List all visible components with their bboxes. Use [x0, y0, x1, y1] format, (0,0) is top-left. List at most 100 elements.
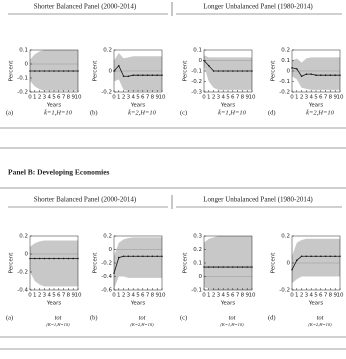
point: [146, 74, 149, 76]
x-axis-label: Years: [130, 301, 146, 307]
x-tick-label: 10: [249, 293, 256, 299]
y-tick-label: -0.1: [191, 288, 202, 294]
point: [137, 255, 139, 258]
y-axis-label: Percent: [183, 60, 189, 82]
confidence-band: [114, 53, 162, 91]
x-axis-label: Years: [46, 301, 62, 307]
point: [296, 68, 298, 70]
y-tick-label: 0.2: [19, 234, 28, 240]
point: [146, 255, 149, 258]
panel-header: Longer Unbalanced Panel (1980-2014): [203, 196, 313, 204]
y-tick-label: 0.2: [103, 48, 112, 54]
x-tick-label: 0: [290, 95, 294, 101]
confidence-band: [292, 238, 340, 284]
x-tick-label: 0: [112, 293, 116, 299]
x-tick-label: 3: [305, 95, 309, 101]
x-tick-label: 1: [295, 293, 299, 299]
y-tick-label: -0.2: [101, 261, 112, 267]
x-tick-label: 7: [62, 95, 66, 101]
x-tick-label: 9: [333, 95, 337, 101]
caption: tot: [55, 314, 62, 321]
point: [232, 266, 234, 268]
caption: k̄=1,H=10: [218, 109, 246, 116]
point: [217, 70, 220, 72]
x-tick-label: 3: [127, 95, 131, 101]
x-axis-label: Years: [46, 103, 62, 109]
point: [58, 70, 60, 72]
x-tick-label: 1: [33, 293, 37, 299]
x-tick-label: 7: [62, 293, 66, 299]
x-tick-label: 0: [28, 95, 32, 101]
point: [132, 255, 134, 258]
x-tick-label: 8: [151, 293, 155, 299]
x-tick-label: 5: [52, 95, 56, 101]
point: [246, 266, 248, 268]
caption-sub: (K=1,H=10): [220, 322, 244, 328]
y-axis-label: Percent: [9, 252, 15, 274]
x-tick-label: 2: [212, 95, 216, 101]
x-tick-label: 9: [245, 293, 249, 299]
x-tick-label: 3: [127, 293, 131, 299]
panel-header: Longer Unbalanced Panel (1980-2014): [203, 3, 313, 11]
x-axis-label: Years: [308, 301, 324, 307]
point: [334, 255, 337, 258]
x-tick-label: 2: [300, 293, 304, 299]
x-tick-label: 4: [131, 95, 135, 101]
point: [38, 257, 41, 260]
point: [241, 70, 244, 72]
point: [151, 74, 154, 76]
point: [208, 64, 210, 67]
caption-label: (a): [6, 109, 13, 116]
point: [320, 74, 322, 76]
caption: k̄=2,H=10: [306, 109, 334, 116]
point: [296, 259, 298, 262]
x-tick-label: 5: [314, 95, 318, 101]
point: [310, 255, 313, 258]
point: [62, 70, 65, 72]
point: [324, 74, 327, 76]
x-axis-label: Years: [130, 103, 146, 109]
x-tick-label: 0: [202, 293, 206, 299]
y-tick-label: 0: [287, 261, 291, 267]
x-tick-label: 2: [122, 293, 126, 299]
x-tick-label: 1: [33, 95, 37, 101]
x-tick-label: 8: [329, 95, 333, 101]
point: [212, 266, 215, 268]
y-tick-label: 0: [109, 69, 113, 75]
x-tick-label: 5: [226, 293, 230, 299]
y-tick-label: -0.4: [101, 274, 112, 280]
y-axis-label: Percent: [271, 252, 277, 274]
x-tick-label: 2: [38, 293, 42, 299]
x-tick-label: 9: [155, 95, 159, 101]
y-tick-label: 0.3: [193, 234, 202, 240]
point: [156, 74, 158, 76]
point: [67, 257, 70, 260]
x-tick-label: 1: [207, 95, 211, 101]
panel-header: Shorter Balanced Panel (2000-2014): [34, 3, 137, 11]
x-tick-label: 9: [245, 95, 249, 101]
x-tick-label: 5: [136, 95, 140, 101]
point: [236, 266, 239, 268]
point: [315, 255, 317, 258]
caption: k̄=2,H=10: [128, 109, 156, 116]
point: [300, 255, 303, 258]
point: [53, 257, 55, 260]
y-tick-label: -0.6: [101, 288, 112, 294]
x-tick-label: 8: [67, 293, 71, 299]
x-tick-label: 4: [47, 95, 51, 101]
point: [34, 70, 36, 72]
point: [43, 257, 46, 260]
x-tick-label: 1: [207, 293, 211, 299]
x-tick-label: 10: [249, 95, 256, 101]
point: [329, 74, 332, 76]
x-tick-label: 6: [57, 95, 61, 101]
point: [127, 255, 130, 258]
y-tick-label: -0.4: [17, 288, 28, 294]
y-tick-label: -0.1: [191, 69, 202, 75]
point: [34, 257, 36, 260]
point: [137, 74, 139, 76]
point: [72, 257, 74, 260]
x-tick-label: 3: [43, 95, 47, 101]
x-tick-label: 8: [241, 293, 245, 299]
x-tick-label: 0: [28, 293, 32, 299]
